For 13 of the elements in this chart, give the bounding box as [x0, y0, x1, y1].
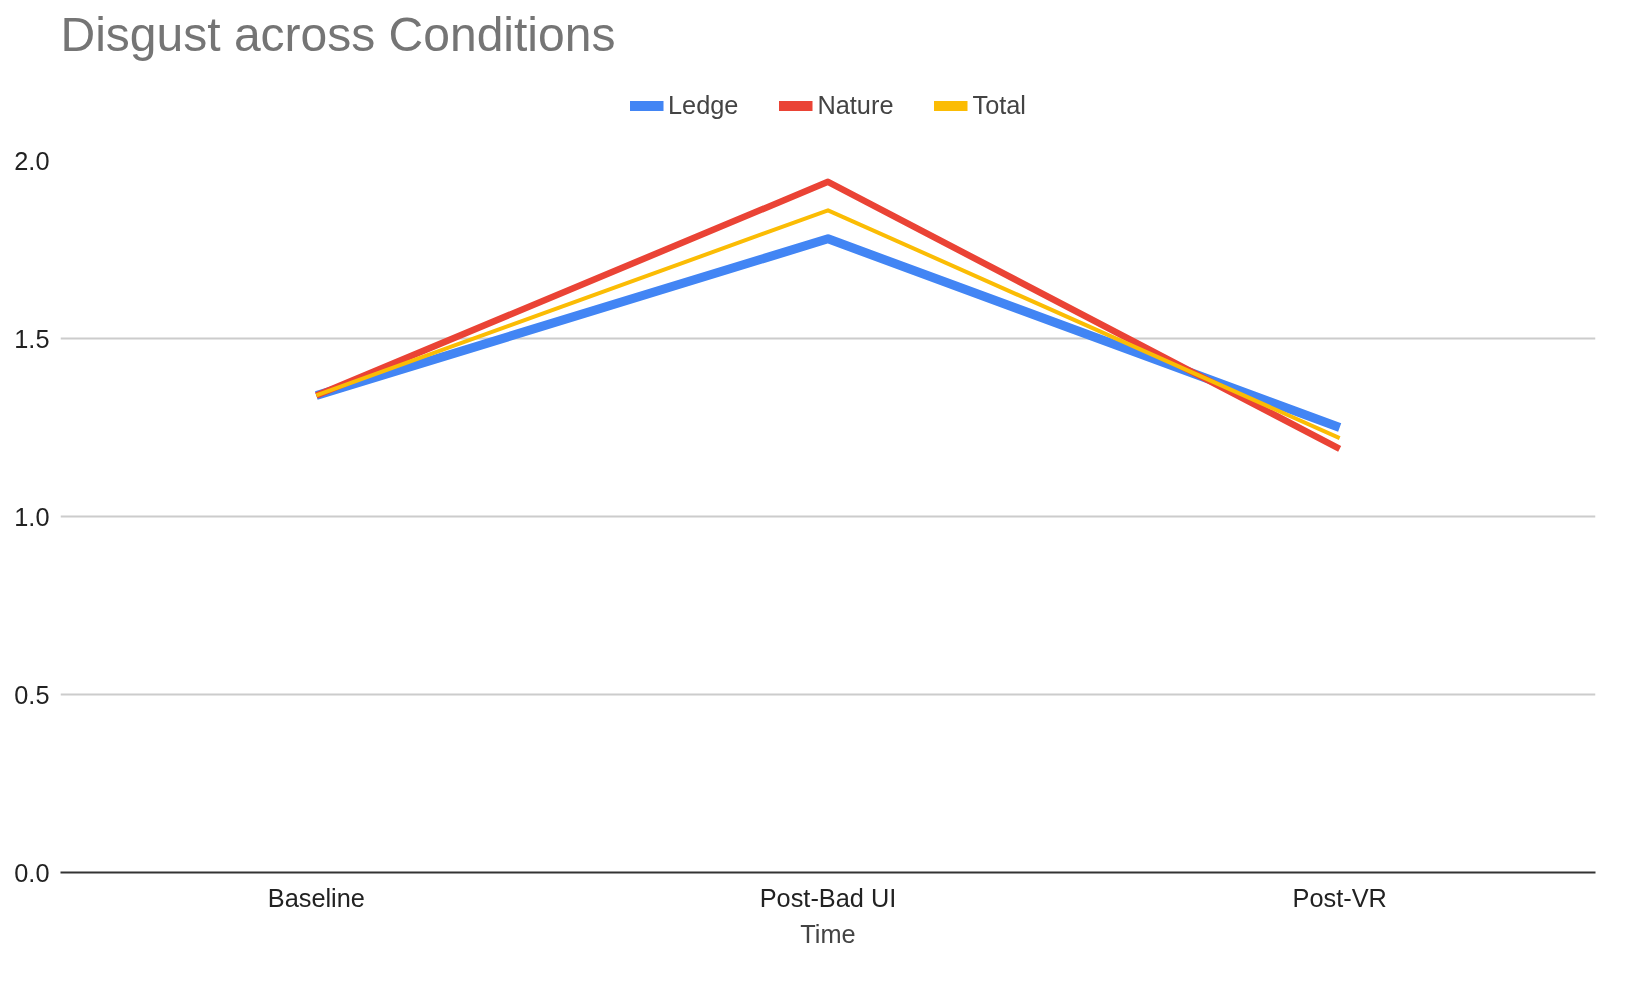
- y-tick-label: 2.0: [14, 146, 50, 175]
- x-tick-label: Post-VR: [1292, 883, 1387, 912]
- y-tick-label: 0.0: [14, 858, 50, 887]
- legend-label: Ledge: [668, 90, 739, 120]
- chart-title: Disgust across Conditions: [60, 7, 616, 61]
- y-tick-label: 0.5: [14, 680, 50, 709]
- x-tick-label: Post-Bad UI: [759, 883, 897, 912]
- legend-label: Total: [972, 90, 1026, 120]
- legend-label: Nature: [817, 90, 894, 120]
- x-tick-label: Baseline: [267, 883, 365, 912]
- y-tick-label: 1.5: [14, 324, 50, 353]
- x-axis-title: Time: [800, 919, 856, 948]
- y-tick-label: 1.0: [14, 502, 50, 531]
